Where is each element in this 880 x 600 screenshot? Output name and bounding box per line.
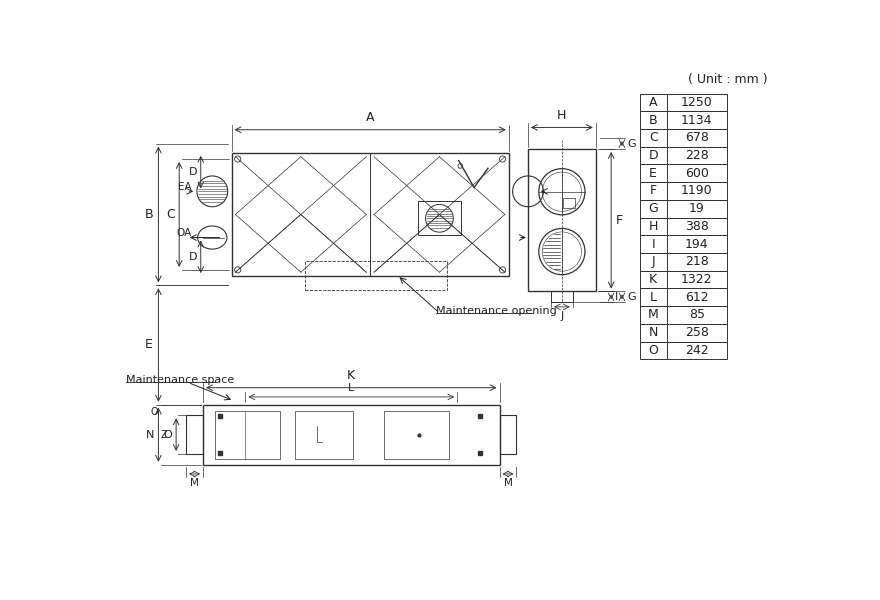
Bar (640, 324, 727, 341)
Text: D: D (188, 167, 197, 177)
Text: M: M (648, 308, 658, 322)
Bar (640, 271, 727, 289)
Bar (231, 153, 509, 276)
Text: I: I (651, 238, 655, 251)
Bar (304, 260, 447, 290)
Text: E: E (649, 167, 657, 180)
Bar (203, 404, 500, 464)
Bar (640, 306, 727, 324)
Text: 1134: 1134 (681, 113, 713, 127)
Text: 85: 85 (689, 308, 705, 322)
Text: N: N (146, 430, 155, 440)
Text: 218: 218 (685, 256, 708, 268)
Bar (640, 182, 727, 200)
Bar (528, 149, 596, 292)
Bar (215, 411, 280, 458)
Bar (500, 415, 517, 454)
Text: J: J (561, 311, 563, 320)
Text: Z: Z (160, 430, 167, 440)
Text: F: F (649, 184, 656, 197)
Text: Maintenance space: Maintenance space (126, 375, 234, 385)
Bar (640, 129, 727, 146)
Text: M: M (503, 478, 512, 488)
Bar (640, 235, 727, 253)
Text: L: L (649, 291, 656, 304)
Bar (640, 253, 727, 271)
Text: C: C (166, 208, 175, 221)
Bar (640, 111, 727, 129)
Text: 19: 19 (689, 202, 705, 215)
Text: K: K (348, 370, 356, 382)
Text: M: M (190, 478, 199, 488)
Bar (187, 415, 203, 454)
Text: 258: 258 (685, 326, 708, 339)
Text: B: B (649, 113, 657, 127)
Bar (640, 341, 727, 359)
Text: O: O (150, 407, 158, 416)
Text: G: G (627, 139, 636, 149)
Bar (563, 197, 575, 208)
Text: C: C (649, 131, 657, 145)
Bar (384, 411, 450, 458)
Text: G: G (649, 202, 658, 215)
Text: ( Unit : mm ): ( Unit : mm ) (688, 73, 768, 86)
Text: I: I (615, 292, 619, 302)
Bar (418, 202, 461, 235)
Text: 228: 228 (685, 149, 708, 162)
Text: 194: 194 (685, 238, 708, 251)
Text: B: B (144, 208, 153, 221)
Bar (640, 94, 727, 111)
Text: O: O (164, 430, 172, 440)
Text: K: K (649, 273, 657, 286)
Text: 388: 388 (685, 220, 708, 233)
Text: J: J (651, 256, 655, 268)
Text: EA: EA (178, 182, 192, 192)
Text: 1190: 1190 (681, 184, 713, 197)
Bar (296, 411, 353, 458)
Text: 242: 242 (685, 344, 708, 357)
Text: L: L (348, 383, 355, 393)
Text: 612: 612 (685, 291, 708, 304)
Text: OA: OA (176, 228, 192, 238)
Text: G: G (627, 292, 636, 302)
Text: D: D (649, 149, 658, 162)
Text: H: H (557, 109, 567, 122)
Bar (640, 218, 727, 235)
Bar (640, 289, 727, 306)
Text: E: E (145, 338, 153, 352)
Text: D: D (188, 252, 197, 262)
Text: H: H (649, 220, 658, 233)
Text: N: N (649, 326, 658, 339)
Bar (551, 292, 573, 302)
Text: O: O (649, 344, 658, 357)
Bar (640, 146, 727, 164)
Text: Maintenance opening: Maintenance opening (436, 305, 556, 316)
Text: A: A (649, 96, 657, 109)
Text: F: F (616, 214, 623, 227)
Text: 1250: 1250 (681, 96, 713, 109)
Bar (640, 200, 727, 218)
Text: 1322: 1322 (681, 273, 713, 286)
Bar (640, 164, 727, 182)
Text: 678: 678 (685, 131, 708, 145)
Text: A: A (366, 112, 374, 124)
Text: 600: 600 (685, 167, 708, 180)
